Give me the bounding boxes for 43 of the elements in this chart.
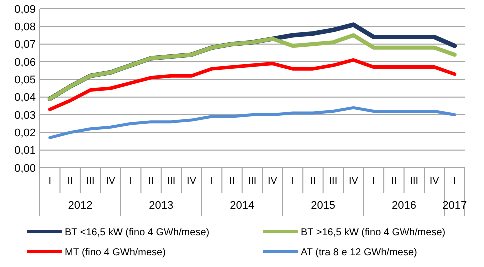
- x-tick-label: II: [229, 176, 236, 187]
- x-tick-label: III: [86, 176, 95, 187]
- y-tick-label: 0,07: [14, 39, 36, 52]
- x-tick-label: IV: [430, 176, 440, 187]
- y-tick-label: 0,05: [14, 74, 36, 87]
- text: 2016: [392, 200, 417, 212]
- y-tick-label: 0,03: [14, 110, 36, 122]
- legend-label: BT <16,5 kW (fino 4 GWh/mese): [65, 228, 210, 238]
- x-tick-label: I: [453, 176, 456, 187]
- x-tick-label: IV: [187, 176, 197, 187]
- x-tick-label: I: [130, 176, 132, 187]
- x-tick-label: II: [391, 176, 397, 187]
- legend-label: BT >16,5 kW (fino 4 GWh/mese): [301, 228, 446, 238]
- x-tick-label: I: [210, 176, 214, 187]
- text: 2014: [230, 200, 255, 212]
- x-tick-label: II: [148, 176, 154, 187]
- y-tick-label: 0,06: [14, 56, 36, 69]
- text: 2015: [311, 200, 336, 212]
- x-tick-label: I: [48, 176, 52, 187]
- text: 2013: [149, 200, 174, 212]
- x-tick-label: II: [68, 176, 74, 187]
- x-tick-label: I: [372, 176, 376, 187]
- y-tick-label: 0,02: [14, 128, 36, 140]
- y-tick-label: 0,01: [14, 145, 36, 158]
- x-tick-label: I: [292, 176, 294, 187]
- line-series: [48, 106, 456, 140]
- y-tick-label: 0,04: [14, 92, 36, 104]
- x-tick-label: II: [310, 176, 316, 187]
- text: 2012: [68, 200, 93, 212]
- x-tick-label: III: [329, 176, 338, 187]
- line-series: [48, 58, 457, 112]
- x-tick-label: III: [167, 176, 176, 187]
- x-tick-label: IV: [348, 176, 359, 187]
- text: 2017: [442, 200, 468, 212]
- legend-label: AT (tra 8 e 12 GWh/mese): [301, 248, 418, 258]
- y-tick-label: 0,00: [14, 162, 36, 175]
- y-tick-label: 0,08: [14, 22, 36, 34]
- legend-label: MT (fino 4 GWh/mese): [65, 248, 166, 258]
- x-tick-label: IV: [268, 176, 278, 187]
- x-tick-label: III: [410, 176, 419, 187]
- y-tick-label: 0,09: [14, 4, 36, 16]
- x-tick-label: III: [248, 176, 257, 187]
- x-tick-label: IV: [106, 176, 116, 187]
